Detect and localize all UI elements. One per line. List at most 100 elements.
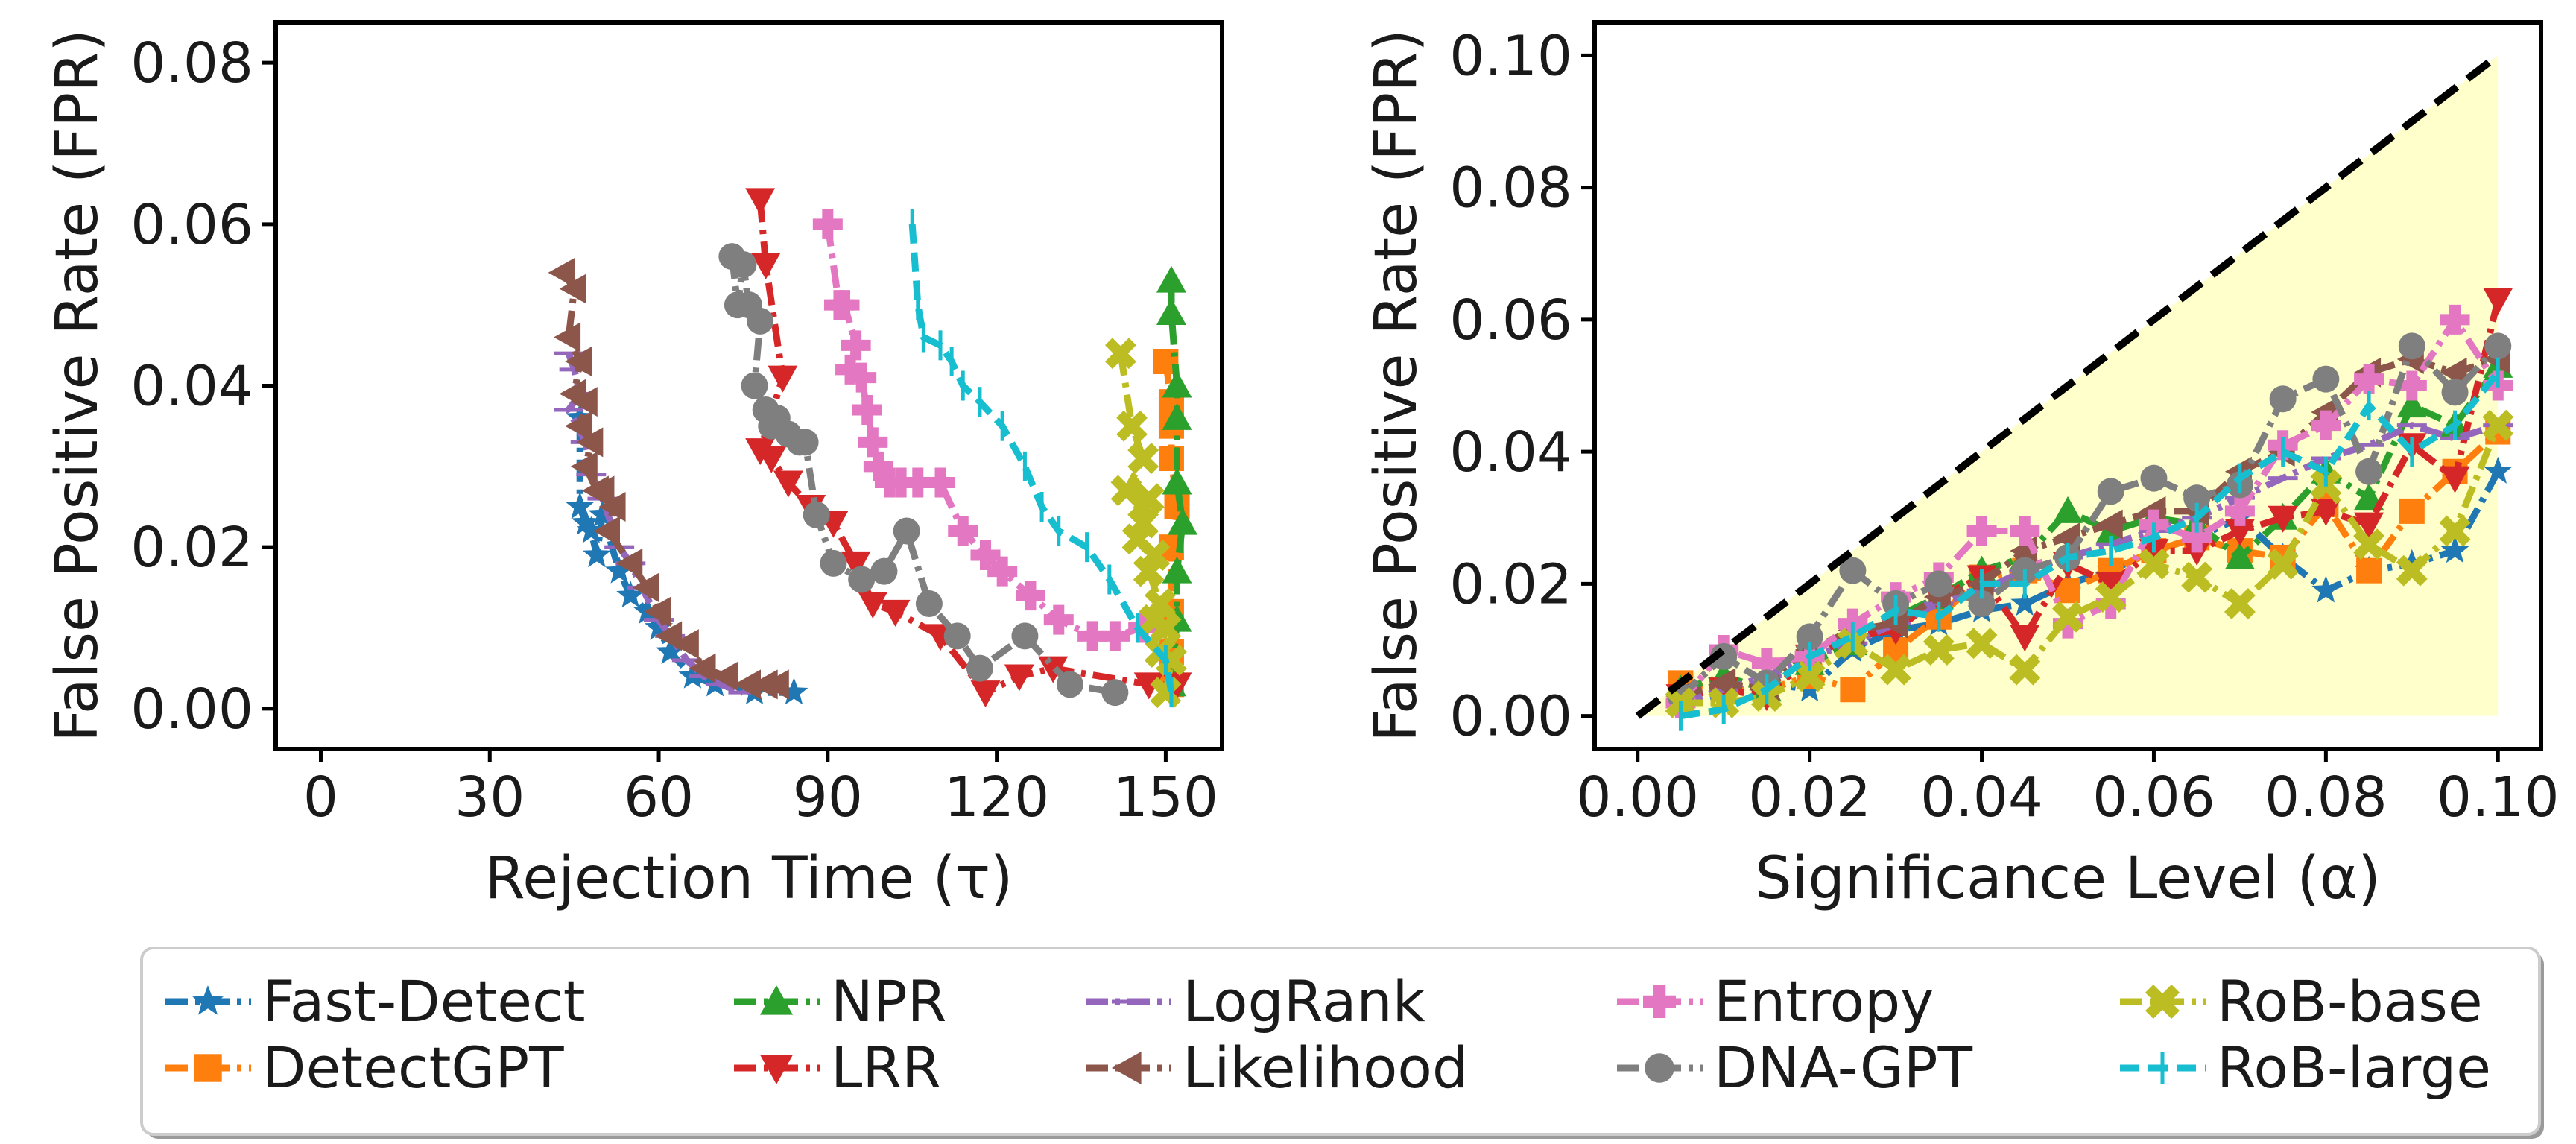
left-point-npr [1162, 556, 1192, 584]
left-y-tick-label: 0.06 [130, 193, 253, 257]
left-x-tick-label: 120 [944, 765, 1049, 829]
legend-marker-entropy [1643, 985, 1676, 1018]
right-point-dna-gpt [2183, 484, 2211, 512]
right-point-likelihood [2440, 357, 2467, 388]
legend-item-rob-base: RoB-base [2120, 968, 2483, 1034]
left-point-lrr [750, 253, 781, 279]
left-point-dna-gpt [791, 429, 819, 456]
left-point-dna-gpt [848, 566, 876, 593]
left-y-axis-label: False Positive Rate (FPR) [44, 29, 111, 742]
left-point-entropy [852, 395, 882, 425]
left-y-tick-label: 0.04 [130, 355, 253, 419]
left-point-fast-detect [645, 613, 674, 640]
left-point-dna-gpt [741, 372, 768, 399]
right-x-tick-label: 0.04 [1920, 765, 2043, 829]
right-point-npr [2354, 483, 2384, 511]
right-point-rob-base [2181, 561, 2213, 593]
left-line-lrr [756, 199, 1177, 696]
right-point-rob-base [2267, 548, 2299, 580]
right-point-rob-base [2095, 581, 2127, 613]
left-x-tick-label: 150 [1113, 765, 1218, 829]
right-point-npr [2396, 391, 2427, 418]
left-line-rob-large [908, 224, 1175, 693]
right-point-rob-base [2009, 654, 2041, 686]
legend-label-npr: NPR [831, 968, 947, 1034]
legend-item-npr: NPR [734, 968, 947, 1034]
right-x-tick-label: 0.00 [1576, 765, 1699, 829]
left-point-npr [1156, 298, 1186, 325]
left-point-lrr [756, 446, 787, 473]
left-x-tick-label: 30 [455, 765, 525, 829]
right-point-rob-base [2224, 588, 2256, 619]
left-series-rob-large [908, 209, 1175, 708]
legend-item-detectgpt: DetectGPT [165, 1034, 564, 1101]
right-point-entropy [2440, 304, 2470, 335]
right-point-detectgpt [1840, 677, 1866, 703]
right-x-tick-label: 0.08 [2265, 765, 2387, 829]
legend-item-likelihood: Likelihood [1086, 1034, 1468, 1101]
left-point-likelihood [576, 427, 604, 458]
left-point-entropy [846, 362, 877, 393]
left-point-lrr [841, 551, 871, 578]
right-point-detectgpt [2399, 498, 2425, 524]
right-y-tick-label: 0.02 [1449, 552, 1572, 616]
left-point-likelihood [570, 387, 598, 417]
left-point-lrr [970, 680, 1001, 708]
left-point-lrr [858, 592, 888, 619]
right-point-rob-base [2482, 409, 2514, 441]
legend-item-logrank: LogRank [1086, 968, 1425, 1034]
right-point-dna-gpt [2484, 332, 2512, 360]
left-point-dna-gpt [803, 501, 830, 528]
left-point-lrr [773, 470, 803, 498]
legend-marker-dna-gpt [1645, 1053, 1674, 1083]
left-point-entropy [1015, 581, 1045, 611]
left-point-fast-detect [656, 637, 685, 665]
left-y-tick-label: 0.02 [130, 516, 253, 580]
left-point-entropy [829, 290, 860, 320]
left-x-tick-label: 0 [303, 765, 338, 829]
left-point-dna-gpt [1011, 622, 1039, 650]
right-y-tick-label: 0.08 [1449, 157, 1572, 221]
legend-box [140, 947, 2541, 1136]
legend-marker-npr [760, 985, 793, 1015]
legend-marker-detectgpt [194, 1054, 222, 1082]
legend-label-logrank: LogRank [1183, 968, 1425, 1034]
right-point-dna-gpt [1839, 557, 1867, 584]
right-x-axis-label: Significance Level (α) [1755, 845, 2381, 912]
left-point-likelihood [671, 629, 699, 660]
left-point-entropy [948, 516, 978, 546]
right-point-dna-gpt [2441, 379, 2469, 406]
legend-label-entropy: Entropy [1714, 968, 1934, 1034]
right-point-fast-detect [2440, 536, 2469, 563]
left-point-likelihood [632, 572, 659, 603]
legend-item-entropy: Entropy [1617, 968, 1934, 1034]
left-point-fast-detect [571, 508, 600, 535]
right-point-likelihood [2095, 509, 2123, 540]
right-point-fast-detect [2311, 575, 2341, 603]
right-point-rob-base [1880, 654, 1912, 686]
right-point-dna-gpt [2097, 478, 2124, 505]
right-point-lrr [2095, 572, 2126, 599]
left-point-fast-detect [577, 516, 606, 543]
legend-item-lrr: LRR [734, 1034, 941, 1101]
legend-label-likelihood: Likelihood [1183, 1034, 1468, 1101]
right-y-axis-label: False Positive Rate (FPR) [1363, 29, 1430, 742]
left-y-tick-label: 0.00 [130, 677, 253, 742]
left-point-entropy [863, 451, 893, 481]
left-point-dna-gpt [943, 622, 971, 650]
left-point-npr [1168, 508, 1198, 535]
right-point-lrr [2224, 519, 2255, 546]
right-reference-line [1635, 52, 2501, 719]
left-point-dna-gpt [820, 549, 847, 577]
left-point-likelihood [689, 653, 716, 683]
legend-marker-rob-base [2145, 984, 2180, 1020]
right-point-fast-detect [2397, 549, 2426, 576]
legend-label-fast-detect: Fast-Detect [262, 968, 586, 1034]
right-point-lrr [2354, 512, 2384, 540]
left-point-entropy [841, 330, 871, 361]
left-point-dna-gpt [1101, 679, 1129, 707]
left-point-rob-base [1116, 410, 1148, 442]
right-y-tick-label: 0.00 [1449, 685, 1572, 749]
left-point-likelihood [734, 669, 761, 700]
